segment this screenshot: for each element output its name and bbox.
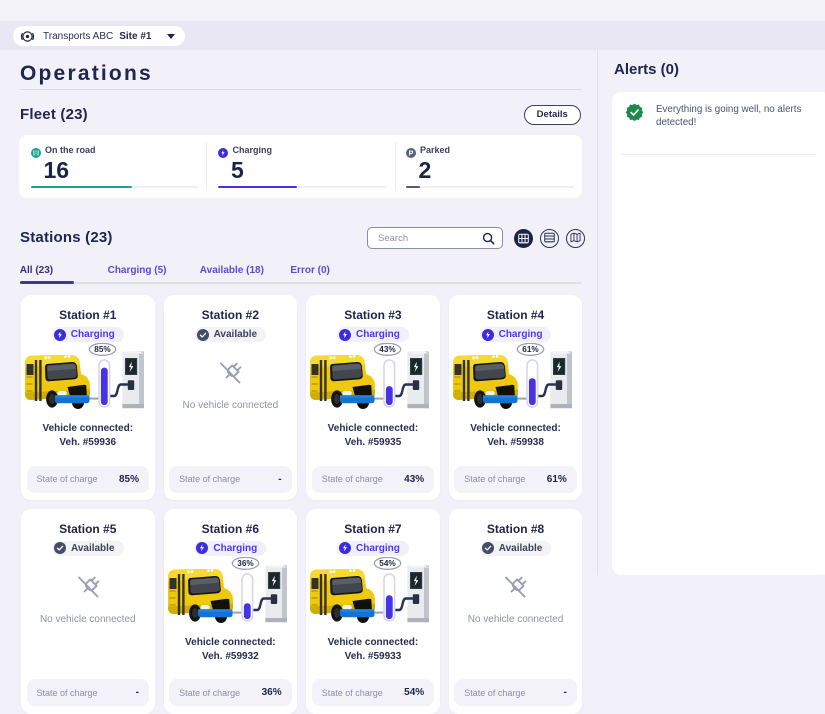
svg-text:54%: 54%	[379, 559, 396, 568]
svg-text:61%: 61%	[522, 345, 539, 354]
svg-text:36%: 36%	[237, 559, 254, 568]
svg-text:43%: 43%	[379, 345, 396, 354]
svg-text:P: P	[408, 150, 413, 158]
svg-text:85%: 85%	[94, 345, 111, 354]
